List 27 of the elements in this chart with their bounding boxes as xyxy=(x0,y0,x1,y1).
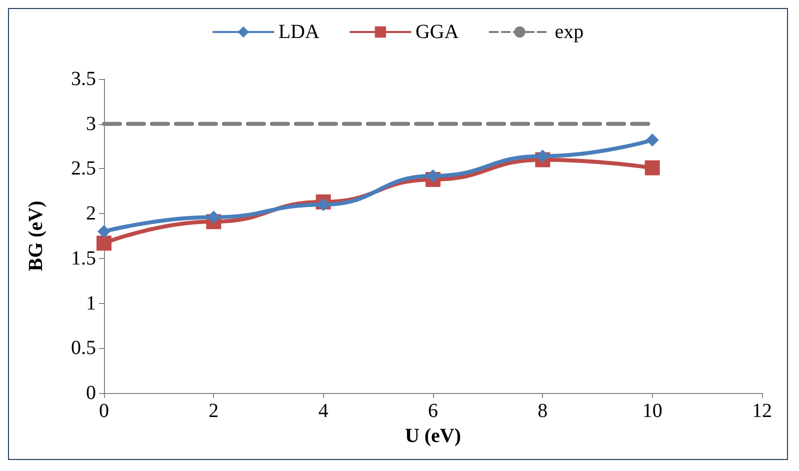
y-tick-label: 3.5 xyxy=(71,68,96,90)
y-tick-label: 1.5 xyxy=(71,247,96,270)
y-tick-label: 0 xyxy=(86,382,96,404)
point xyxy=(536,150,550,163)
point xyxy=(646,134,659,147)
y-tick-label: 1 xyxy=(86,292,96,314)
legend-label: GGA xyxy=(415,21,460,43)
y-tick-label: 3 xyxy=(86,112,96,135)
point xyxy=(96,236,112,251)
point xyxy=(644,160,660,176)
point xyxy=(316,198,330,212)
legend-label: LDA xyxy=(278,21,320,43)
x-tick-label: 10 xyxy=(642,400,662,422)
x-tick-label: 12 xyxy=(752,400,772,422)
x-tick-label: 4 xyxy=(318,400,328,422)
point xyxy=(98,225,110,238)
point xyxy=(207,210,220,224)
x-tick-label: 8 xyxy=(538,400,548,422)
y-tick-label: 2.5 xyxy=(71,158,96,180)
x-axis-title: U (eV) xyxy=(404,424,462,447)
y-tick-label: 0.5 xyxy=(71,337,96,360)
legend-label: exp xyxy=(554,21,584,43)
x-tick-label: 6 xyxy=(428,400,438,422)
y-tick-label: 2 xyxy=(86,202,96,225)
point xyxy=(426,169,440,182)
x-tick-label: 2 xyxy=(208,400,219,422)
y-axis-title: BG (eV) xyxy=(25,200,47,272)
